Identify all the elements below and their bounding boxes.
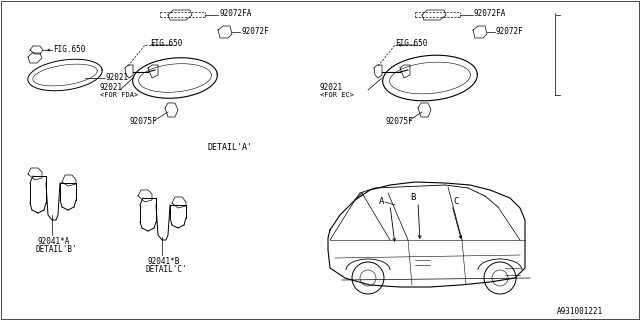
Text: 92075F: 92075F	[385, 117, 413, 126]
Text: FIG.650: FIG.650	[53, 45, 85, 54]
Text: B: B	[410, 194, 416, 203]
Text: FIG.650: FIG.650	[150, 38, 182, 47]
Text: 92041*B: 92041*B	[148, 258, 180, 267]
Text: <FOR FDA>: <FOR FDA>	[100, 92, 138, 98]
Text: 92072FA: 92072FA	[474, 10, 506, 19]
Text: 92072F: 92072F	[241, 27, 269, 36]
Text: 92072FA: 92072FA	[219, 10, 252, 19]
Text: DETAIL'C': DETAIL'C'	[145, 265, 187, 274]
Text: 92041*A: 92041*A	[38, 237, 70, 246]
Text: DETAIL'A': DETAIL'A'	[207, 143, 253, 153]
Text: FIG.650: FIG.650	[395, 38, 428, 47]
Text: 92021: 92021	[106, 74, 129, 83]
Text: A: A	[380, 197, 385, 206]
Text: 92072F: 92072F	[496, 27, 524, 36]
Text: 92021: 92021	[100, 84, 123, 92]
Text: 92021: 92021	[320, 84, 343, 92]
Text: 92075F: 92075F	[130, 117, 157, 126]
Text: C: C	[453, 196, 459, 205]
Text: DETAIL'B': DETAIL'B'	[35, 244, 77, 253]
Text: A931001221: A931001221	[557, 308, 603, 316]
Text: <FOR EC>: <FOR EC>	[320, 92, 354, 98]
